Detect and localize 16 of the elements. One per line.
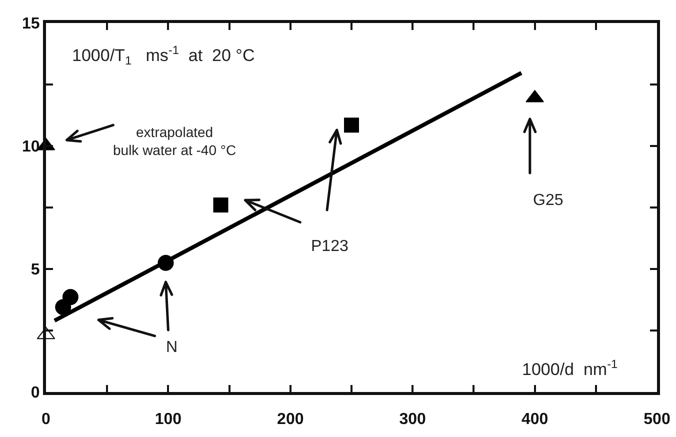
x-tick-label: 400 — [521, 411, 548, 428]
annotation: G25 — [533, 192, 564, 209]
annotation: P123 — [311, 238, 348, 255]
x-tick-label: 300 — [399, 411, 426, 428]
y-tick-label: 15 — [22, 16, 40, 33]
y-tick-label: 0 — [30, 384, 40, 402]
x-tick-label: 500 — [644, 411, 670, 428]
y-tick-label: 5 — [30, 262, 40, 279]
x-tick-label: 0 — [42, 411, 51, 428]
annotation: extrapolated bulk water at -40 °C — [113, 124, 236, 158]
y-axis-title: 1000/T$_{1}$ ms$^{-1}$ at 20 °C — [72, 43, 255, 68]
x-tick-label: 200 — [277, 411, 304, 428]
x-tick-label: 100 — [154, 411, 182, 428]
annotation: N — [166, 339, 178, 356]
x-axis-title: 1000/d nm$^{-1}$ — [522, 357, 618, 380]
y-tick-label: 10 — [22, 138, 40, 156]
